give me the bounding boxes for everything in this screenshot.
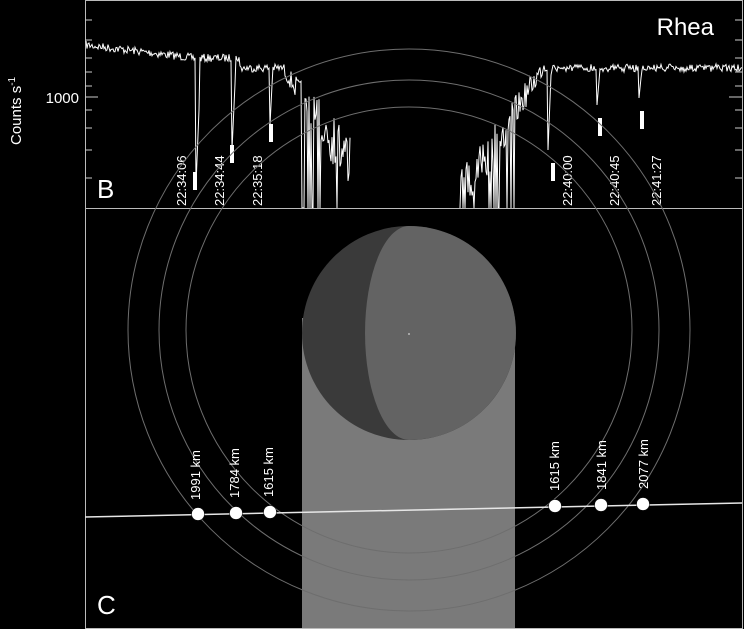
event-time-3: 22:35:18	[250, 155, 265, 206]
egress-distance-1: 1615 km	[547, 441, 562, 491]
egress-distance-2: 1841 km	[594, 440, 609, 490]
panel-b-letter: B	[97, 174, 114, 204]
egress-distance-3: 2077 km	[636, 439, 651, 489]
count-rate-trace-ingress	[85, 40, 351, 209]
altitude-arc-3	[127, 48, 691, 612]
crossing-point-1	[191, 507, 205, 521]
altitude-arc-2	[158, 79, 660, 581]
event-time-6: 22:41:27	[649, 155, 664, 206]
crossing-points	[191, 497, 650, 521]
event-time-2: 22:34:44	[212, 155, 227, 206]
event-marker-4	[551, 163, 555, 181]
altitude-arcs	[127, 48, 691, 612]
event-time-1: 22:34:06	[174, 155, 189, 206]
panel-c-letter: C	[97, 590, 116, 620]
crossing-point-2	[229, 506, 243, 520]
y-axis-label: Counts s-1	[7, 76, 25, 145]
ytick-label-1000: 1000	[46, 90, 79, 107]
ingress-distance-1: 1991 km	[188, 450, 203, 500]
moon-rhea	[302, 226, 516, 440]
event-marker-3	[269, 124, 273, 142]
crossing-point-3	[263, 505, 277, 519]
crossing-point-4	[548, 499, 562, 513]
target-name: Rhea	[657, 14, 715, 41]
altitude-arc-1	[185, 106, 633, 554]
ingress-distance-3: 1615 km	[261, 447, 276, 497]
panel-b-yaxis-ticks	[85, 19, 742, 179]
event-marker-6	[640, 111, 644, 129]
ingress-distance-2: 1784 km	[227, 448, 242, 498]
event-marker-5	[598, 118, 602, 136]
event-marker-1	[193, 172, 197, 190]
crossing-point-5	[594, 498, 608, 512]
event-time-4: 22:40:00	[560, 155, 575, 206]
crossing-point-6	[636, 497, 650, 511]
